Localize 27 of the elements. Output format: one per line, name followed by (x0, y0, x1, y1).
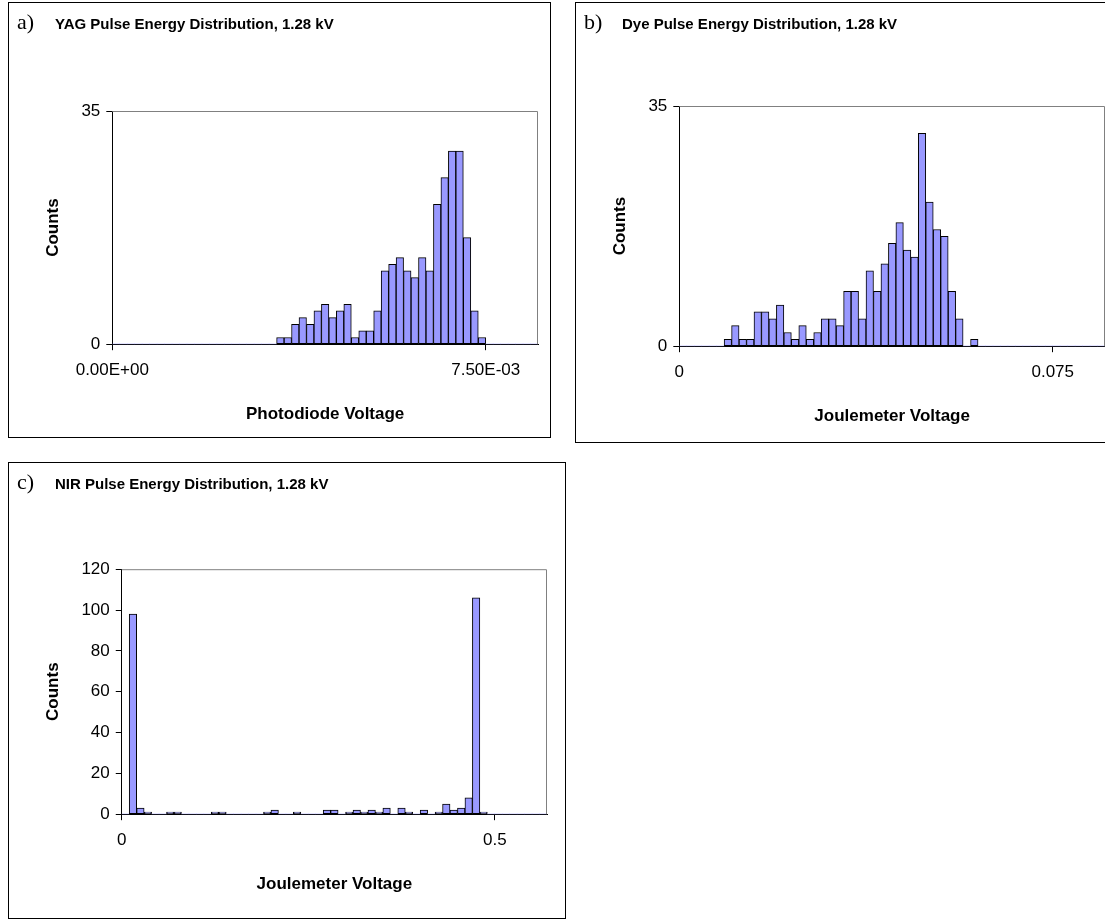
y-tick-label: 40 (90, 722, 110, 742)
y-tick-label: 60 (90, 681, 110, 701)
text: a) (17, 9, 35, 35)
x-tick-label: 0.5 (482, 830, 507, 850)
x-tick-label: 0 (674, 362, 685, 382)
y-tick-label: 0 (100, 803, 110, 823)
y-axis-title: Counts (609, 196, 629, 256)
x-tick-label: 0.075 (1031, 362, 1074, 382)
x-axis-title: Photodiode Voltage (245, 404, 405, 424)
text: c) (17, 469, 35, 495)
y-tick-label: 80 (90, 640, 110, 660)
y-axis-title: Counts (42, 662, 62, 721)
y-tick-label: 120 (81, 558, 110, 578)
chart-title: Dye Pulse Energy Distribution, 1.28 kV (622, 15, 898, 32)
x-tick-label: 0.00E+00 (75, 360, 149, 380)
x-axis-title: Joulemeter Voltage (256, 874, 413, 894)
y-tick-label: 35 (81, 100, 101, 120)
chart-title: NIR Pulse Energy Distribution, 1.28 kV (55, 475, 329, 492)
y-axis-title: Counts (42, 198, 62, 257)
chart-title: YAG Pulse Energy Distribution, 1.28 kV (55, 15, 334, 32)
y-tick-label: 100 (81, 599, 110, 619)
y-tick-label: 20 (90, 763, 110, 783)
x-tick-label: 7.50E-03 (451, 360, 521, 380)
y-tick-label: 35 (648, 95, 668, 115)
x-axis-title: Joulemeter Voltage (814, 406, 970, 426)
y-tick-label: 0 (90, 333, 101, 353)
text: b) (584, 9, 603, 35)
